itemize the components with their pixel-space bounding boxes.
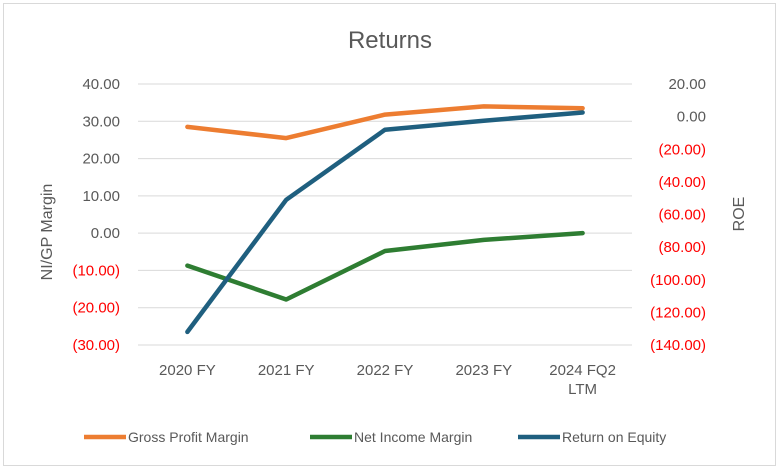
legend: Gross Profit Margin Net Income Margin Retu… [84,429,666,445]
left-tick-label: (10.00) [72,262,120,279]
right-tick-label: (100.00) [650,272,706,289]
right-tick-label: (80.00) [658,239,706,256]
x-axis-ticks: 2020 FY 2021 FY 2022 FY 2023 FY 2024 FQ2 LTM [159,362,616,398]
left-tick-label: (30.00) [72,337,120,354]
left-tick-label: 10.00 [82,188,120,205]
left-tick-label: 40.00 [82,76,120,93]
left-axis-title: NI/GP Margin [39,184,56,281]
gridlines [138,83,632,346]
series-line-net-income-margin [185,230,585,302]
legend-label: Gross Profit Margin [128,429,249,445]
series-line-gross-profit-margin [185,104,585,141]
legend-label: Return on Equity [562,429,666,445]
right-tick-label: 20.00 [668,76,706,93]
right-tick-label: (40.00) [658,174,706,191]
left-tick-label: 0.00 [91,225,120,242]
x-tick-label: 2024 FQ2 LTM [549,362,616,398]
series-lines [185,104,585,335]
chart-title: Returns [348,27,432,54]
left-tick-label: 30.00 [82,113,120,130]
right-axis-title: ROE [731,197,748,232]
legend-label: Net Income Margin [354,429,472,445]
right-tick-label: 0.00 [677,109,706,126]
right-tick-label: (120.00) [650,304,706,321]
right-tick-label: (140.00) [650,337,706,354]
chart-frame [3,3,776,466]
x-tick-label: 2021 FY [258,362,315,379]
right-tick-label: (20.00) [658,141,706,158]
right-tick-label: (60.00) [658,207,706,224]
x-tick-label: 2020 FY [159,362,216,379]
left-tick-label: 20.00 [82,151,120,168]
x-tick-label: 2022 FY [357,362,414,379]
left-axis-ticks: 40.00 30.00 20.00 10.00 0.00 (10.00) (20.00) (3… [72,76,120,354]
right-axis-ticks: 20.00 0.00 (20.00) (40.00) (60.00) (80.00) (10… [650,76,706,354]
x-tick-label: 2023 FY [455,362,512,379]
left-tick-label: (20.00) [72,300,120,317]
series-line-return-on-equity [185,110,585,335]
